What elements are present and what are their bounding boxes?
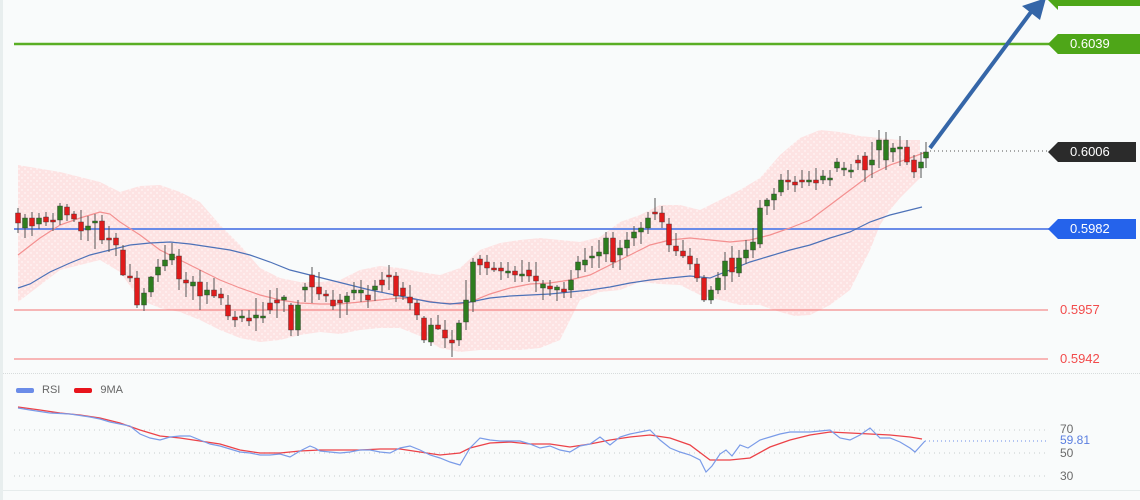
chart-left-border <box>0 0 3 500</box>
rsi-swatch-icon <box>16 387 34 393</box>
rsi-tick-50: 50 <box>1060 446 1074 460</box>
price-tag-resistance-2: 0.6039 <box>1048 34 1140 54</box>
forecast-arrow-icon <box>928 0 1046 150</box>
rsi-current-value: 59.81 <box>1060 433 1091 447</box>
price-label-support-1: 0.5957 <box>1060 302 1100 317</box>
price-tag-offscreen-target <box>1048 0 1140 10</box>
legend-label-9ma: 9MA <box>100 384 123 396</box>
price-tag-current: 0.6006 <box>1048 142 1136 162</box>
legend-label-rsi: RSI <box>42 384 61 396</box>
price-level-lines <box>14 42 1052 360</box>
rsi-legend: RSI 9MA <box>16 384 137 396</box>
rsi-tick-70: 70 <box>1060 422 1074 436</box>
bottom-divider <box>3 490 1140 491</box>
panel-divider <box>3 373 1140 374</box>
bollinger-band-area <box>18 130 920 352</box>
price-tag-pivot: 0.5982 <box>1048 219 1136 239</box>
9ma-swatch-icon <box>74 387 93 393</box>
candlestick-series <box>15 130 929 357</box>
rsi-tick-30: 30 <box>1060 469 1074 483</box>
legend-item-9ma: 9MA <box>74 384 123 396</box>
price-label-support-2: 0.5942 <box>1060 351 1100 366</box>
legend-item-rsi: RSI <box>16 384 60 396</box>
rsi-panel-lines <box>14 406 1046 477</box>
